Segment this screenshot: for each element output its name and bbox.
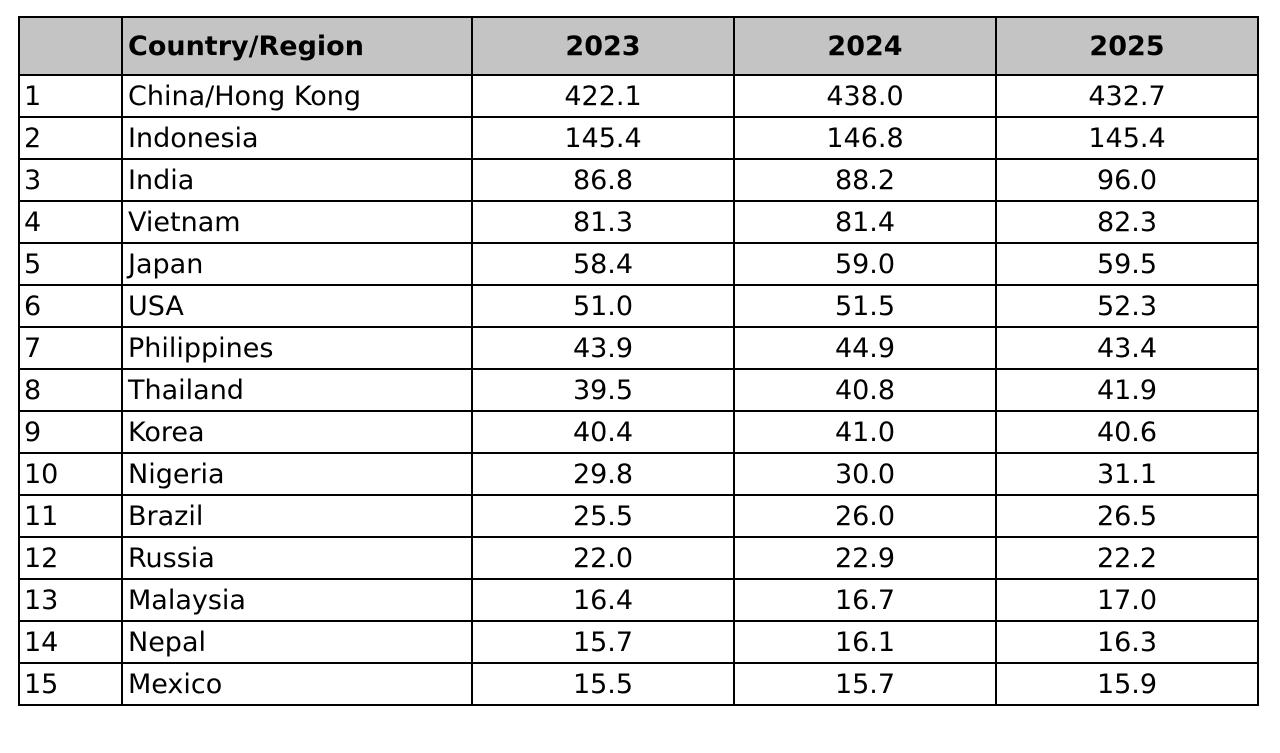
value-2024-cell: 40.8 (733, 368, 997, 412)
header-country-region: Country/Region (121, 16, 473, 76)
rank-cell: 13 (18, 578, 123, 622)
country-cell: Thailand (121, 368, 473, 412)
table-row: 5 Japan 58.4 59.0 59.5 (18, 242, 1259, 286)
value-2023-cell: 16.4 (471, 578, 735, 622)
value-2025-cell: 82.3 (995, 200, 1259, 244)
rank-cell: 6 (18, 284, 123, 328)
rank-cell: 14 (18, 620, 123, 664)
value-2025-cell: 16.3 (995, 620, 1259, 664)
table-row: 13 Malaysia 16.4 16.7 17.0 (18, 578, 1259, 622)
value-2025-cell: 31.1 (995, 452, 1259, 496)
country-cell: Nepal (121, 620, 473, 664)
table-row: 8 Thailand 39.5 40.8 41.9 (18, 368, 1259, 412)
table-row: 6 USA 51.0 51.5 52.3 (18, 284, 1259, 328)
country-cell: Vietnam (121, 200, 473, 244)
value-2025-cell: 432.7 (995, 74, 1259, 118)
value-2024-cell: 22.9 (733, 536, 997, 580)
rank-cell: 7 (18, 326, 123, 370)
table-row: 11 Brazil 25.5 26.0 26.5 (18, 494, 1259, 538)
value-2024-cell: 44.9 (733, 326, 997, 370)
value-2024-cell: 51.5 (733, 284, 997, 328)
value-2023-cell: 43.9 (471, 326, 735, 370)
table-row: 3 India 86.8 88.2 96.0 (18, 158, 1259, 202)
value-2024-cell: 438.0 (733, 74, 997, 118)
value-2025-cell: 52.3 (995, 284, 1259, 328)
header-year-2023: 2023 (471, 16, 735, 76)
value-2023-cell: 15.7 (471, 620, 735, 664)
value-2025-cell: 22.2 (995, 536, 1259, 580)
value-2023-cell: 22.0 (471, 536, 735, 580)
country-cell: Russia (121, 536, 473, 580)
table-row: 14 Nepal 15.7 16.1 16.3 (18, 620, 1259, 664)
value-2023-cell: 39.5 (471, 368, 735, 412)
country-cell: Korea (121, 410, 473, 454)
country-cell: Nigeria (121, 452, 473, 496)
value-2023-cell: 25.5 (471, 494, 735, 538)
value-2024-cell: 81.4 (733, 200, 997, 244)
rank-cell: 8 (18, 368, 123, 412)
value-2024-cell: 26.0 (733, 494, 997, 538)
rank-cell: 10 (18, 452, 123, 496)
value-2023-cell: 145.4 (471, 116, 735, 160)
value-2024-cell: 146.8 (733, 116, 997, 160)
value-2023-cell: 58.4 (471, 242, 735, 286)
value-2023-cell: 86.8 (471, 158, 735, 202)
country-cell: China/Hong Kong (121, 74, 473, 118)
value-2024-cell: 59.0 (733, 242, 997, 286)
rank-cell: 12 (18, 536, 123, 580)
value-2025-cell: 15.9 (995, 662, 1259, 706)
country-cell: Philippines (121, 326, 473, 370)
country-cell: Malaysia (121, 578, 473, 622)
rank-cell: 11 (18, 494, 123, 538)
value-2024-cell: 16.1 (733, 620, 997, 664)
value-2024-cell: 15.7 (733, 662, 997, 706)
rank-cell: 4 (18, 200, 123, 244)
table-row: 7 Philippines 43.9 44.9 43.4 (18, 326, 1259, 370)
table-row: 15 Mexico 15.5 15.7 15.9 (18, 662, 1259, 706)
value-2023-cell: 29.8 (471, 452, 735, 496)
value-2025-cell: 43.4 (995, 326, 1259, 370)
country-cell: India (121, 158, 473, 202)
table-row: 9 Korea 40.4 41.0 40.6 (18, 410, 1259, 454)
country-cell: Brazil (121, 494, 473, 538)
rank-cell: 3 (18, 158, 123, 202)
rank-cell: 5 (18, 242, 123, 286)
value-2025-cell: 17.0 (995, 578, 1259, 622)
data-table: Country/Region 2023 2024 2025 1 China/Hon… (18, 16, 1259, 706)
value-2023-cell: 40.4 (471, 410, 735, 454)
value-2025-cell: 41.9 (995, 368, 1259, 412)
table-body: 1 China/Hong Kong 422.1 438.0 432.7 2 Indonesi… (18, 74, 1259, 706)
value-2024-cell: 16.7 (733, 578, 997, 622)
header-row: Country/Region 2023 2024 2025 (18, 16, 1259, 76)
value-2025-cell: 59.5 (995, 242, 1259, 286)
value-2025-cell: 96.0 (995, 158, 1259, 202)
rank-cell: 1 (18, 74, 123, 118)
table-row: 2 Indonesia 145.4 146.8 145.4 (18, 116, 1259, 160)
value-2023-cell: 51.0 (471, 284, 735, 328)
value-2024-cell: 30.0 (733, 452, 997, 496)
value-2023-cell: 422.1 (471, 74, 735, 118)
table-row: 10 Nigeria 29.8 30.0 31.1 (18, 452, 1259, 496)
value-2023-cell: 81.3 (471, 200, 735, 244)
country-cell: Japan (121, 242, 473, 286)
table-row: 1 China/Hong Kong 422.1 438.0 432.7 (18, 74, 1259, 118)
rank-cell: 15 (18, 662, 123, 706)
value-2025-cell: 26.5 (995, 494, 1259, 538)
header-rank (18, 16, 123, 76)
value-2025-cell: 145.4 (995, 116, 1259, 160)
rank-cell: 2 (18, 116, 123, 160)
header-year-2024: 2024 (733, 16, 997, 76)
value-2023-cell: 15.5 (471, 662, 735, 706)
table-row: 12 Russia 22.0 22.9 22.2 (18, 536, 1259, 580)
table-row: 4 Vietnam 81.3 81.4 82.3 (18, 200, 1259, 244)
rank-cell: 9 (18, 410, 123, 454)
value-2025-cell: 40.6 (995, 410, 1259, 454)
country-cell: USA (121, 284, 473, 328)
country-cell: Mexico (121, 662, 473, 706)
country-cell: Indonesia (121, 116, 473, 160)
header-year-2025: 2025 (995, 16, 1259, 76)
value-2024-cell: 41.0 (733, 410, 997, 454)
value-2024-cell: 88.2 (733, 158, 997, 202)
